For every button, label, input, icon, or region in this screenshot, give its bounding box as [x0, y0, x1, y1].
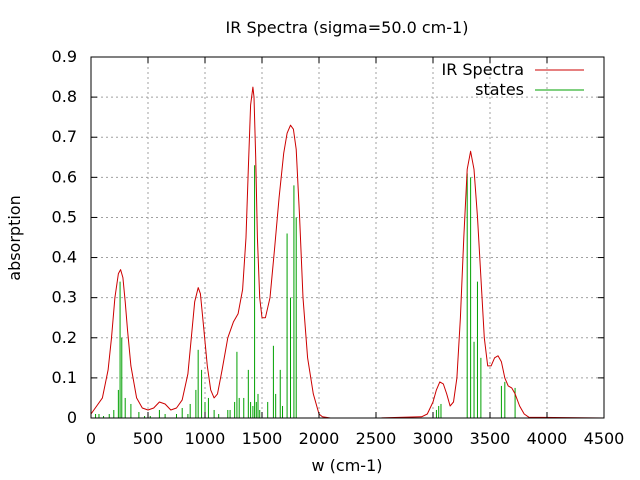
- grid: [91, 57, 604, 418]
- x-tick-label: 500: [133, 429, 164, 448]
- y-tick-label: 0.6: [52, 167, 77, 186]
- legend-label-states: states: [475, 80, 524, 99]
- legend-label-ir-spectra: IR Spectra: [441, 60, 524, 79]
- y-tick-label: 0.7: [52, 127, 77, 146]
- x-axis-label: w (cm-1): [312, 456, 383, 475]
- states-impulses: [95, 165, 516, 418]
- chart-title: IR Spectra (sigma=50.0 cm-1): [226, 18, 469, 37]
- x-tick-label: 4000: [527, 429, 568, 448]
- x-tick-label: 1500: [242, 429, 283, 448]
- x-tick-label: 4500: [584, 429, 625, 448]
- plot-frame: [90, 56, 605, 419]
- ir-spectra-line: [90, 86, 605, 419]
- x-tick-label: 2500: [356, 429, 397, 448]
- x-tick-label: 3500: [470, 429, 511, 448]
- y-tick-label: 0.4: [52, 248, 77, 267]
- x-tick-label: 0: [86, 429, 96, 448]
- x-tick-label: 2000: [299, 429, 340, 448]
- y-tick-label: 0.9: [52, 47, 77, 66]
- y-tick-label: 0.2: [52, 328, 77, 347]
- y-axis-label: absorption: [5, 195, 24, 280]
- y-tick-label: 0.3: [52, 288, 77, 307]
- legend: IR Spectra states: [441, 60, 584, 99]
- x-tick-label: 1000: [185, 429, 226, 448]
- y-tick-label: 0.5: [52, 207, 77, 226]
- y-tick-label: 0: [67, 408, 77, 427]
- y-tick-label: 0.1: [52, 368, 77, 387]
- y-tick-label: 0.8: [52, 87, 77, 106]
- ir-spectra-line-layer: [90, 86, 605, 419]
- axes: 0 0.1 0.2 0.3 0.4 0.5 0.6 0.7 0.8 0.9 0 500 1000 1500…: [52, 47, 625, 448]
- x-tick-label: 3000: [413, 429, 454, 448]
